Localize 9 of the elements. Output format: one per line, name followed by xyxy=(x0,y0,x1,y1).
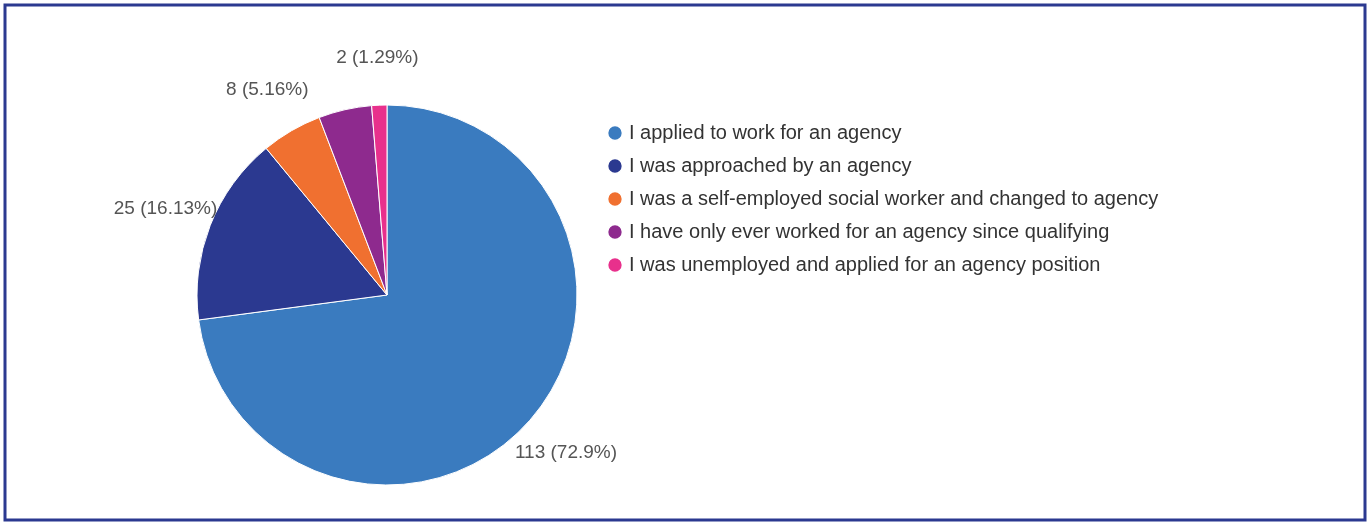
data-label: 113 (72.9%) xyxy=(514,440,618,462)
legend-label: I was approached by an agency xyxy=(629,154,912,176)
legend-label: I was unemployed and applied for an agency position xyxy=(629,253,1101,275)
legend-label: I was a self-employed social worker and changed to agency xyxy=(629,187,1159,209)
data-label: 2 (1.29%) xyxy=(336,46,419,68)
legend-label: I applied to work for an agency xyxy=(629,121,902,143)
legend-label: I have only ever worked for an agency since qualifying xyxy=(629,220,1110,242)
data-label: 25 (16.13%) xyxy=(113,196,218,218)
data-label: 8 (5.16%) xyxy=(226,78,309,100)
